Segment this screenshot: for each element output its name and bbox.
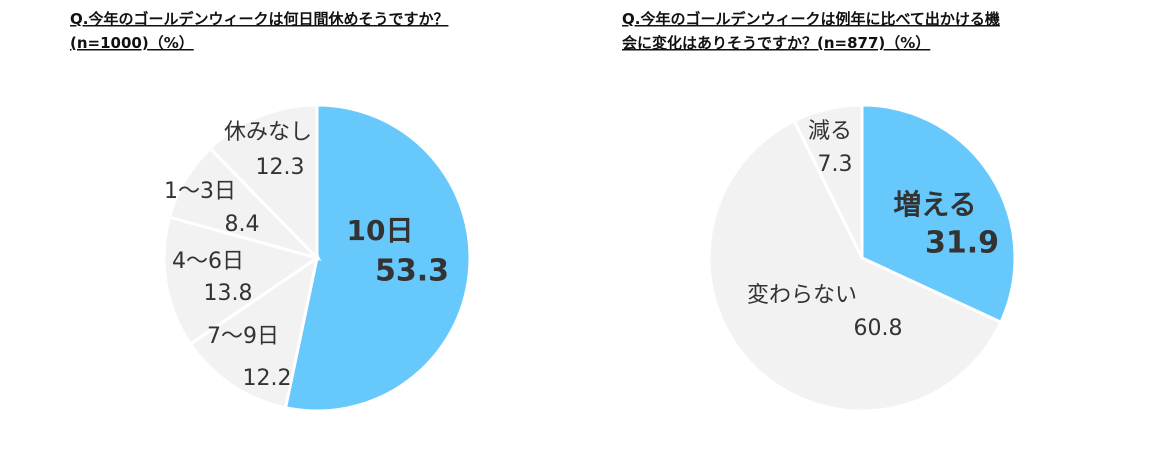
value-label: 31.9 [925, 226, 999, 261]
chart-title: 会に変化はありそうですか？(n=877)（%） [622, 34, 930, 52]
value-label: 60.8 [854, 316, 903, 341]
pie-slice [792, 103, 864, 259]
slice-label: 増える [893, 188, 976, 221]
pie-slice [283, 103, 472, 413]
value-label: 13.8 [204, 281, 253, 306]
slice-label: 変わらない [747, 283, 857, 308]
slice-label: 1〜3日 [164, 179, 236, 204]
slice-label: 7〜9日 [207, 324, 279, 349]
value-label: 7.3 [818, 152, 853, 177]
chart-title: Q.今年のゴールデンウィークは例年に比べて出かける機 [622, 10, 1000, 28]
chart-title: Q.今年のゴールデンウィークは何日間休めそうですか？ [70, 10, 448, 28]
value-label: 53.3 [375, 254, 449, 289]
pie-slice [860, 103, 1017, 325]
slice-label: 減る [808, 119, 852, 144]
pie-slice [188, 254, 320, 410]
value-label: 12.3 [256, 155, 305, 180]
slice-label: 休みなし [224, 120, 312, 145]
chart-title: (n=1000)（%） [70, 34, 194, 52]
value-label: 8.4 [225, 212, 260, 237]
value-label: 12.2 [243, 366, 292, 391]
pie-slice [208, 103, 319, 262]
slice-label: 4〜6日 [172, 249, 244, 274]
slice-label: 10日 [347, 214, 414, 247]
pie-slice [707, 118, 1003, 413]
